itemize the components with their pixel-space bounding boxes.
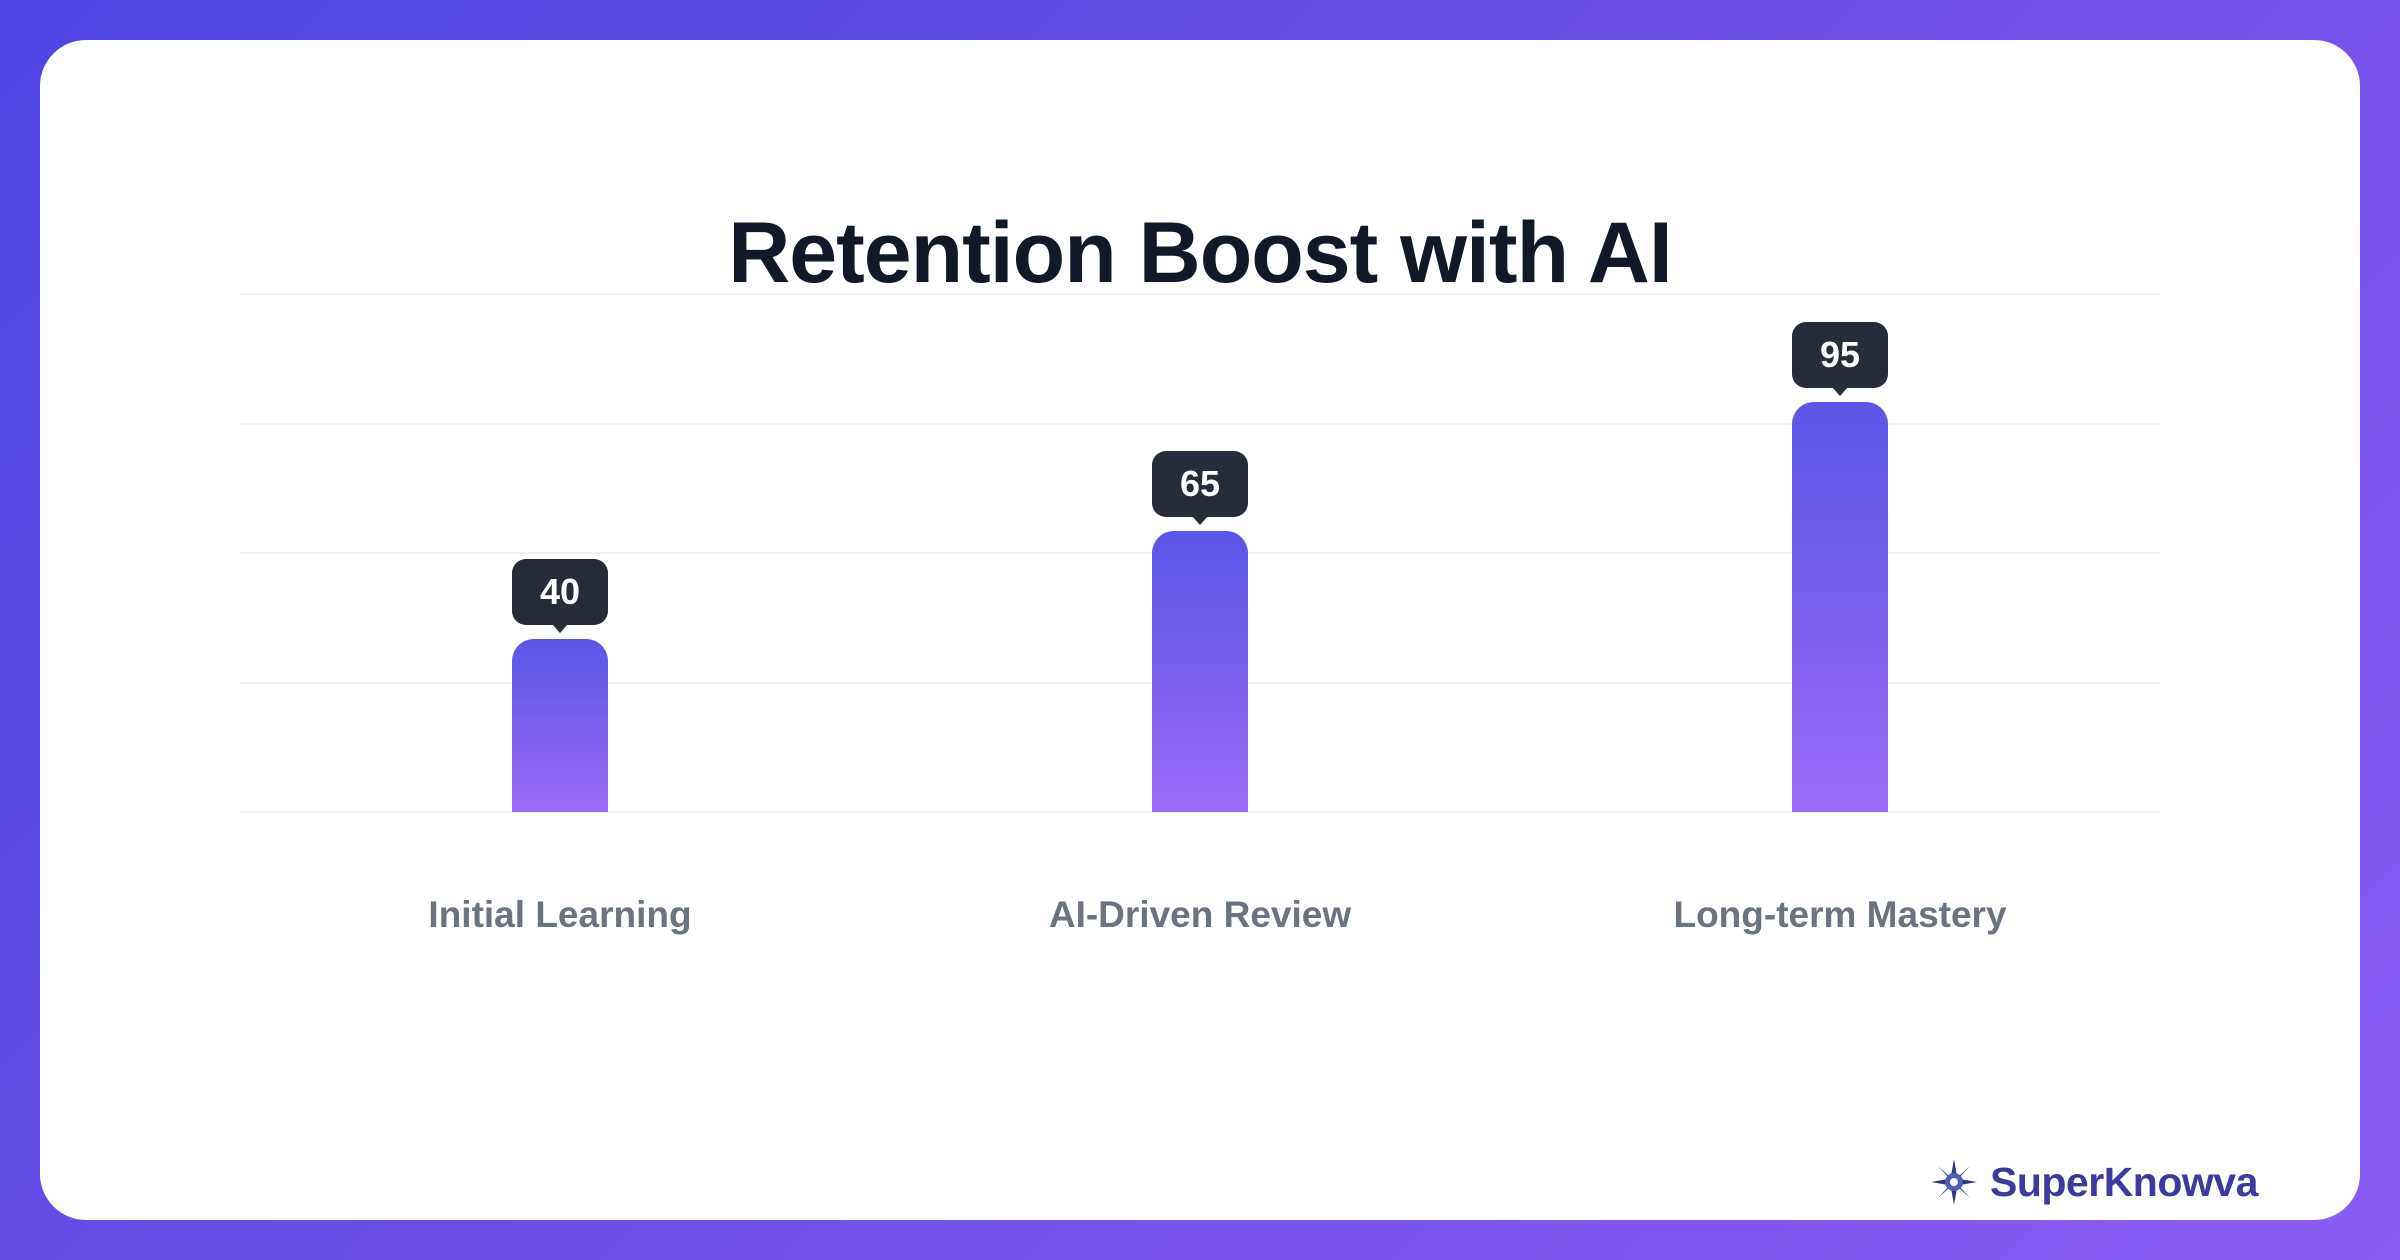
data-label: 40 bbox=[512, 559, 608, 634]
bar[interactable] bbox=[1152, 531, 1248, 812]
bar[interactable] bbox=[1792, 401, 1888, 812]
bar[interactable] bbox=[512, 639, 608, 812]
category-label: Initial Learning bbox=[428, 894, 692, 935]
gridline bbox=[240, 422, 2160, 425]
brand-name: SuperKnowva bbox=[1990, 1158, 2258, 1205]
category-label: Long-term Mastery bbox=[1673, 894, 2007, 935]
chart-title: Retention Boost with AI bbox=[728, 205, 1673, 301]
category-label: AI-Driven Review bbox=[1048, 894, 1352, 935]
gridline bbox=[240, 811, 2160, 813]
data-label: 65 bbox=[1152, 451, 1248, 526]
chart-card: Retention Boost with AI SuperKnowva 40 In… bbox=[40, 40, 2360, 1220]
brand-footer: SuperKnowva bbox=[1930, 1152, 2258, 1212]
compass-star-icon bbox=[1931, 1159, 1977, 1205]
gridline bbox=[240, 293, 2160, 295]
data-label: 95 bbox=[1792, 321, 1888, 396]
